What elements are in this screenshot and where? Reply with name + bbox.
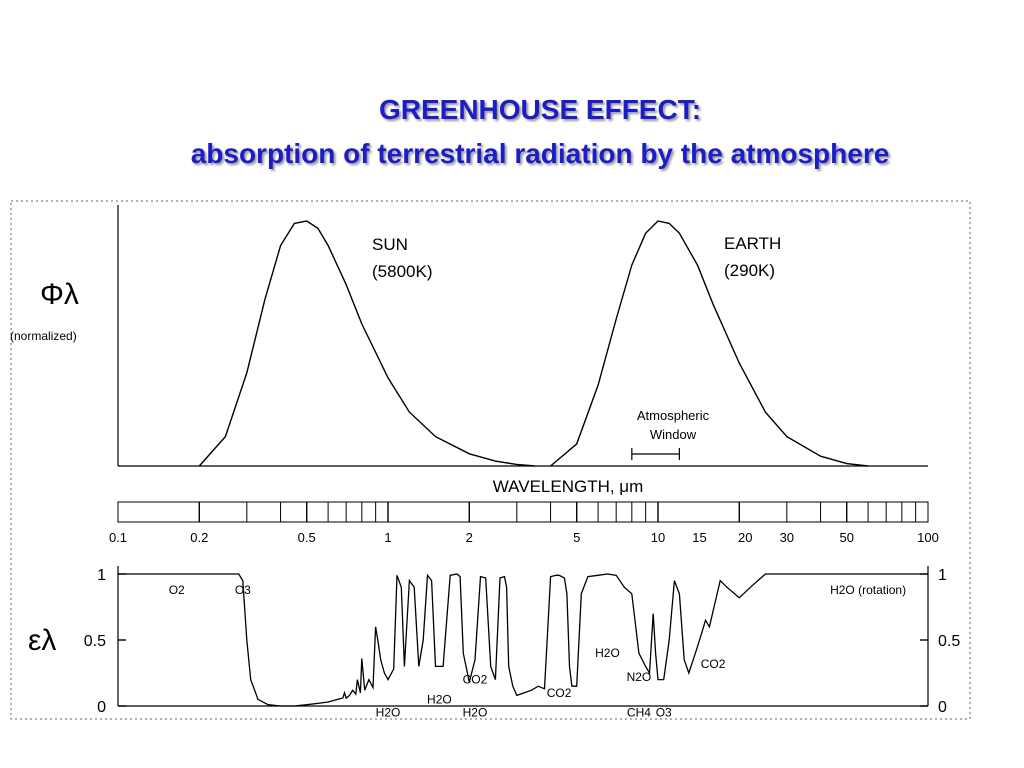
gas-label: O2 [169, 583, 185, 597]
wavelength-tick-label: 0.2 [190, 530, 208, 545]
gas-label: H2O [463, 706, 488, 720]
emission-ylabel-note: (normalized) [10, 329, 77, 343]
title-line-2: absorption of terrestrial radiation by t… [190, 138, 890, 169]
wavelength-tick-labels: 0.1 0.2 0.5 1 2 5 10 15 20 30 50 100 [109, 530, 939, 545]
wavelength-tick-label: 30 [780, 530, 794, 545]
gas-label: CH4 [627, 706, 651, 720]
wavelength-ruler [117, 501, 929, 523]
absorption-curve [118, 573, 928, 707]
emission-panel: Φλ (normalized) SUN (5800K) EARTH (290K)… [10, 205, 928, 467]
y-tick-label-left: 0 [97, 699, 106, 716]
title-line-1: GREENHOUSE EFFECT: [378, 94, 702, 125]
earth-curve [550, 220, 869, 467]
y-tick-label-right: 1 [938, 567, 947, 584]
gas-label: CO2 [701, 657, 726, 671]
gas-label: H2O [427, 692, 452, 706]
y-tick-label-left: 1 [97, 567, 106, 584]
earth-temp-label: (290K) [724, 261, 775, 280]
gas-label: H2O (rotation) [830, 583, 906, 597]
wavelength-tick-label: 2 [466, 530, 473, 545]
gas-label: O3 [235, 583, 251, 597]
gas-label: CO2 [463, 673, 488, 687]
sun-label: SUN [372, 235, 408, 254]
wavelength-tick-label: 5 [573, 530, 580, 545]
wavelength-scale: WAVELENGTH, μm 0.1 0.2 0.5 1 2 5 10 15 20 30 50 100 [109, 477, 939, 545]
y-tick-label-left: 0.5 [84, 633, 106, 650]
figure-border [10, 200, 971, 720]
ruler-ticks [198, 502, 917, 522]
wavelength-axis-title: WAVELENGTH, μm [493, 477, 644, 496]
gas-label: CO2 [547, 686, 572, 700]
gas-label: N2O [627, 670, 652, 684]
wavelength-tick-label: 0.1 [109, 530, 127, 545]
gas-label: H2O [595, 646, 620, 660]
gas-label: O3 [656, 706, 672, 720]
gas-label: H2O [376, 706, 401, 720]
sun-curve [198, 220, 535, 467]
atmospheric-window-bracket [631, 448, 680, 460]
wavelength-tick-label: 20 [738, 530, 752, 545]
y-tick-label-right: 0 [938, 699, 947, 716]
sun-temp-label: (5800K) [372, 262, 432, 281]
wavelength-tick-label: 50 [839, 530, 853, 545]
absorption-panel: ελ 0 0 0.5 0.5 1 1 O2 O3 H2O (rotation) H2O H2O CO… [28, 566, 960, 720]
wavelength-tick-label: 100 [917, 530, 939, 545]
window-label-line2: Window [650, 427, 697, 442]
wavelength-tick-label: 10 [651, 530, 665, 545]
wavelength-tick-label: 1 [384, 530, 391, 545]
absorption-y-ticks: 0 0 0.5 0.5 1 1 [84, 567, 961, 716]
earth-label: EARTH [724, 234, 781, 253]
y-tick-label-right: 0.5 [938, 633, 960, 650]
emission-ylabel-symbol: Φλ [40, 278, 79, 311]
wavelength-tick-label: 0.5 [298, 530, 316, 545]
absorption-ylabel-symbol: ελ [28, 624, 56, 657]
gas-labels: O2 O3 H2O (rotation) H2O H2O CO2 H2O CO2 H2O N2O C… [169, 583, 906, 720]
wavelength-tick-label: 15 [692, 530, 706, 545]
window-label-line1: Atmospheric [637, 408, 710, 423]
